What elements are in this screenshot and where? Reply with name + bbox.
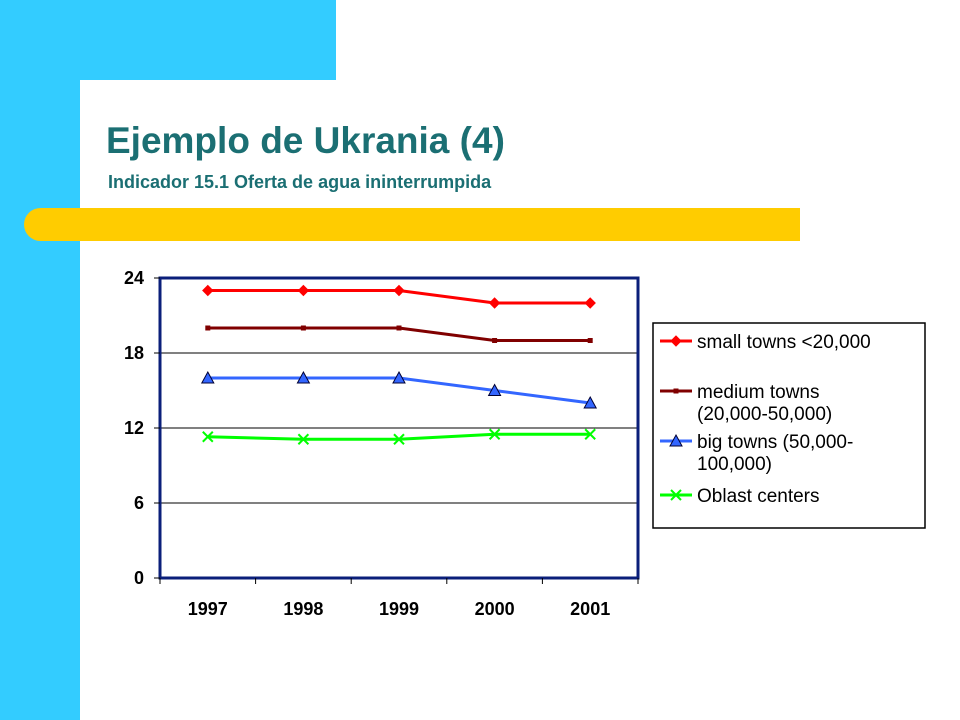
- point-diamond: [584, 297, 596, 309]
- chart-legend: small towns <20,000 medium towns(20,000-5…: [652, 322, 926, 529]
- x-tick-label: 1998: [283, 599, 323, 619]
- point-triangle: [296, 370, 311, 384]
- x-tick-label: 2001: [570, 599, 610, 619]
- point-square: [587, 338, 593, 343]
- x-tick-label: 2000: [475, 599, 515, 619]
- point-x: [670, 489, 682, 501]
- background-cyan-sidebar: [0, 0, 80, 720]
- point-diamond: [297, 284, 310, 297]
- point-x: [202, 431, 214, 443]
- point-triangle: [487, 383, 502, 396]
- y-tick-label: 18: [124, 343, 144, 363]
- point-x-stroke: [488, 428, 501, 440]
- legend-entry-label: (20,000-50,000): [697, 404, 832, 425]
- y-tick-label: 6: [134, 493, 144, 513]
- legend-entry-label: 100,000): [697, 454, 772, 475]
- chart-series: [200, 284, 598, 445]
- point-square: [300, 325, 306, 331]
- slide-subtitle: Indicador 15.1 Oferta de agua ininterrum…: [108, 172, 492, 192]
- point-triangle: [200, 370, 215, 384]
- point-x: [584, 428, 596, 440]
- legend-box: [652, 322, 926, 529]
- point-square: [673, 388, 679, 394]
- y-tick-label: 0: [134, 568, 144, 588]
- point-square: [205, 325, 211, 331]
- legend-entry-label: Oblast centers: [697, 486, 820, 507]
- point-diamond: [202, 284, 214, 297]
- point-x-stroke: [393, 433, 405, 445]
- chart-axes: 0 6 12 18 24 1997 1998 1999 2000 2001: [124, 268, 639, 619]
- point-x-stroke: [584, 428, 596, 440]
- point-triangle: [669, 433, 683, 447]
- point-diamond: [488, 297, 501, 309]
- point-x: [393, 433, 405, 445]
- slide-title: Ejemplo de Ukrania (4): [106, 120, 505, 161]
- x-tick-label: 1997: [188, 599, 228, 619]
- point-x: [297, 433, 310, 445]
- point-square: [396, 325, 402, 331]
- background-cyan-top-band: [0, 0, 336, 80]
- x-tick-label: 1999: [379, 599, 419, 619]
- legend-entry-label: big towns (50,000-: [697, 432, 853, 453]
- point-x: [488, 428, 501, 440]
- point-x-stroke: [202, 431, 214, 443]
- point-square: [492, 338, 498, 343]
- point-diamond: [670, 335, 682, 347]
- point-diamond: [393, 284, 405, 297]
- legend-entry-label: small towns <20,000: [697, 332, 871, 353]
- y-tick-label: 12: [124, 418, 144, 438]
- chart-gridlines: [160, 352, 638, 504]
- legend-entry-label: medium towns: [697, 382, 820, 403]
- point-triangle: [583, 395, 598, 409]
- point-triangle: [392, 370, 406, 384]
- point-x-stroke: [670, 489, 682, 501]
- title-underline-bar: [24, 208, 800, 241]
- point-x-stroke: [297, 433, 310, 445]
- y-tick-label: 24: [124, 268, 144, 288]
